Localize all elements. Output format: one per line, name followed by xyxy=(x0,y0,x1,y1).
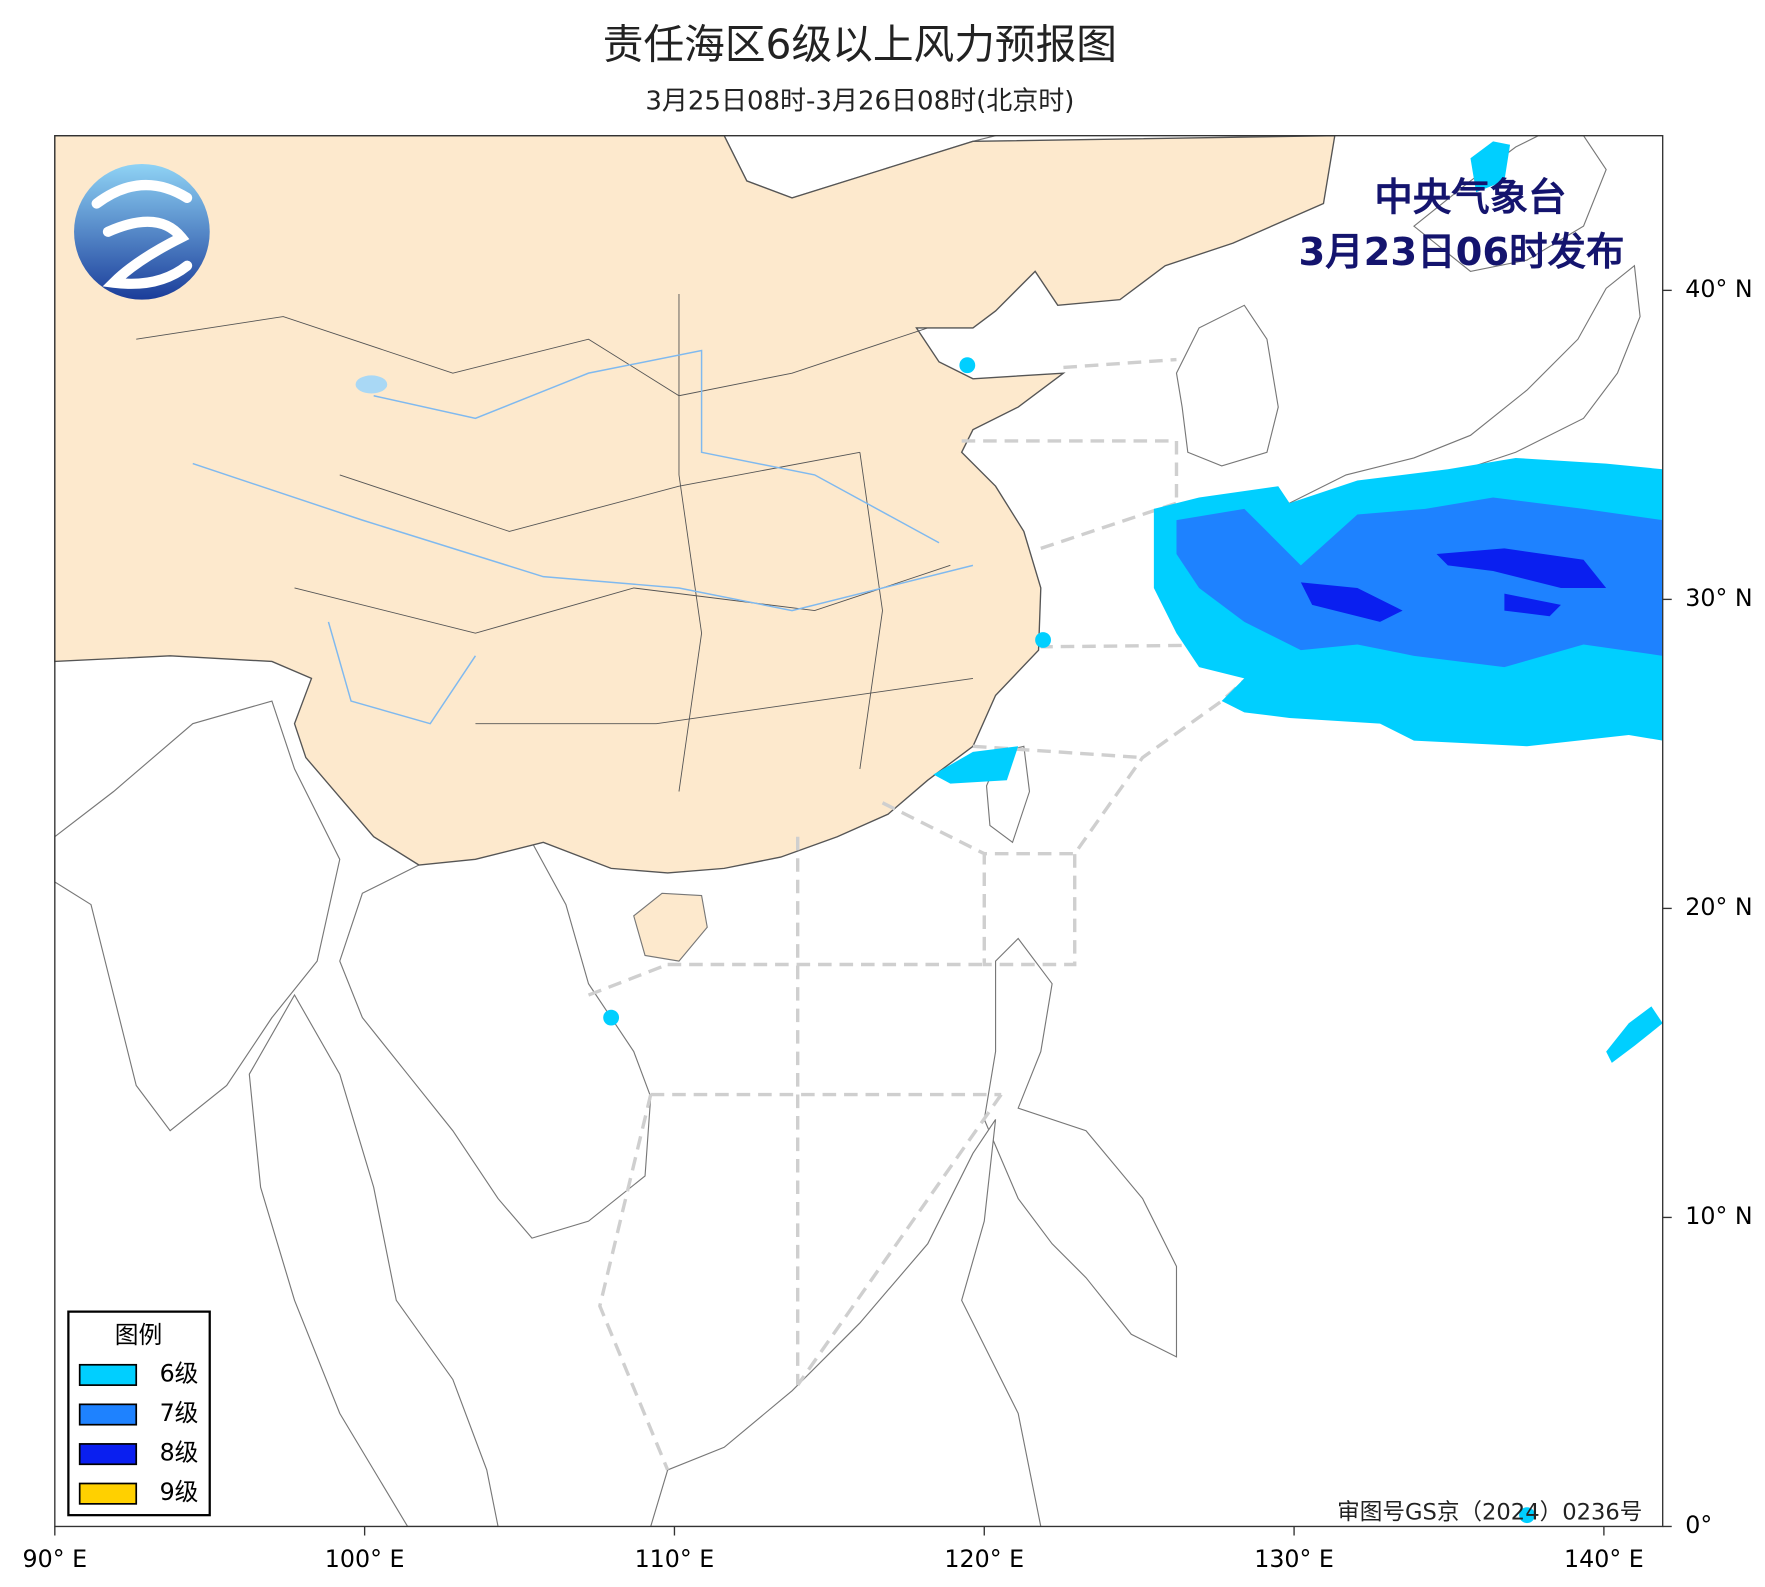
legend-swatch xyxy=(78,1403,138,1426)
lon-tick-label: 130° E xyxy=(1254,1545,1334,1573)
map-title: 责任海区6级以上风力预报图 xyxy=(603,20,1117,68)
lat-tick-label: 10° N xyxy=(1685,1202,1752,1230)
lat-tick-label: 30° N xyxy=(1685,584,1752,612)
wind-area xyxy=(933,746,1019,784)
axes: 90° E 100° E 110° E 120° E 130° E 140° E 0° 10°… xyxy=(23,275,1753,1573)
lake xyxy=(355,375,388,394)
philippines xyxy=(983,937,1178,1358)
legend-label: 6级 xyxy=(160,1359,199,1387)
issue-time: 3月23日06时发布 xyxy=(1298,230,1624,275)
map-frame xyxy=(54,134,1664,1528)
lon-tick-label: 140° E xyxy=(1564,1545,1644,1573)
china-land xyxy=(54,134,1336,874)
lat-tick-label: 0° xyxy=(1685,1511,1712,1539)
wind-area xyxy=(1176,497,1663,668)
legend-swatch xyxy=(78,1363,138,1386)
lat-tick-label: 20° N xyxy=(1685,893,1752,921)
legend-label: 7级 xyxy=(160,1399,199,1427)
legend-label: 8级 xyxy=(160,1439,199,1467)
south-asia xyxy=(54,700,341,1132)
wind-area xyxy=(1606,1006,1663,1063)
lon-tick-label: 120° E xyxy=(944,1545,1024,1573)
lon-tick-label: 90° E xyxy=(23,1545,88,1573)
lon-tick-label: 110° E xyxy=(635,1545,715,1573)
rivers xyxy=(192,349,974,725)
province-borders xyxy=(136,293,974,792)
legend: 图例 6级 7级 8级 9级 xyxy=(67,1310,211,1517)
wind-area xyxy=(1504,593,1561,617)
cma-logo xyxy=(74,163,210,300)
wind-areas xyxy=(603,141,1663,1524)
legend-title: 图例 xyxy=(115,1321,162,1349)
wind-area xyxy=(1035,632,1051,648)
sea-area-boundaries xyxy=(587,357,1303,1471)
issuing-agency: 中央气象台 xyxy=(1374,176,1566,221)
hainan xyxy=(633,892,708,962)
legend-swatch xyxy=(78,1482,138,1505)
wind-area xyxy=(603,1009,620,1026)
wind-area xyxy=(1300,582,1403,622)
legend-label: 9级 xyxy=(160,1478,199,1506)
korea xyxy=(1175,304,1279,467)
lon-tick-label: 100° E xyxy=(325,1545,405,1573)
approval-number: 审图号GS京（2024）0236号 xyxy=(1337,1499,1642,1525)
lat-tick-label: 40° N xyxy=(1685,275,1752,303)
wind-area xyxy=(1519,1507,1535,1524)
legend-swatch xyxy=(78,1443,138,1466)
borneo xyxy=(649,1119,1042,1528)
map-subtitle: 3月25日08时-3月26日08时(北京时) xyxy=(645,86,1074,116)
wind-area xyxy=(959,357,976,374)
wind-area xyxy=(1436,548,1607,588)
wind-area xyxy=(1470,141,1511,193)
